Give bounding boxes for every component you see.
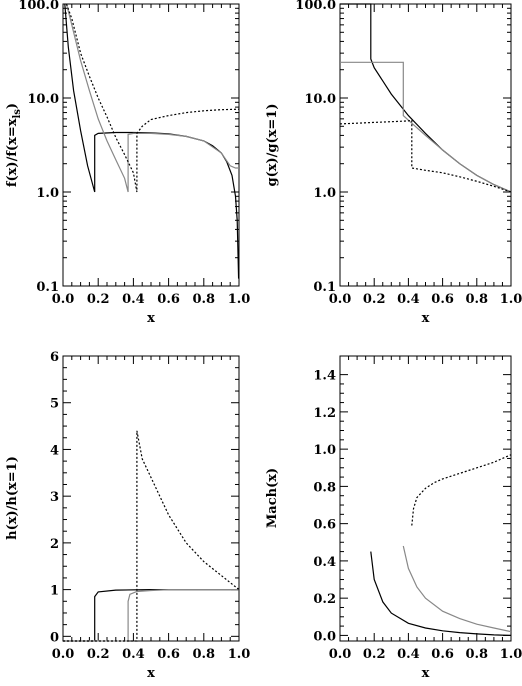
y-tick-label: 0.6 [313,518,336,533]
y-tick-label: 0.1 [313,280,336,295]
series-line-3 [411,454,512,526]
y-tick-label: 3 [50,490,59,505]
series-line-1 [63,589,239,642]
x-tick-label: 0.8 [465,292,488,307]
y-tick-label: 0.1 [36,280,59,295]
x-axis-label: x [422,311,430,326]
series-line-2 [63,589,239,642]
x-tick-label: 0.2 [87,292,110,307]
x-tick-label: 0.0 [52,292,75,307]
series-line-1 [370,551,512,636]
series-line-1 [64,3,240,279]
x-tick-label: 0.6 [431,647,454,662]
y-tick-label: 0.8 [313,480,336,495]
x-tick-label: 0.6 [157,647,180,662]
x-tick-label: 0.0 [52,647,75,662]
y-tick-label: 1.0 [313,443,336,458]
y-tick-label: 100.0 [295,0,336,13]
panel-1: 0.0 0.2 0.4 0.6 0.8 1.0 0.1 1.0 10.0 100.0 x f(x)/f… [5,0,250,326]
x-tick-label: 0.2 [363,647,386,662]
x-tick-label: 0.8 [192,647,215,662]
x-tick-label: 0.6 [157,292,180,307]
y-tick-label: 1.2 [313,406,336,421]
series-line-2 [65,3,239,193]
y-tick-label: 0.4 [313,555,336,570]
x-tick-label: 0.2 [363,292,386,307]
y-tick-label: 6 [50,350,59,365]
series-line-1 [340,3,512,193]
panel-3: 0.0 0.2 0.4 0.6 0.8 1.0 0 1 2 3 4 5 6 x h(x)/h(x=1) [5,350,250,681]
x-tick-label: 0.8 [192,292,215,307]
x-tick-label: 1.0 [500,647,522,662]
y-tick-label: 10.0 [27,92,59,107]
x-tick-label: 0.0 [329,292,352,307]
series-line-2 [402,545,512,633]
series-line-2 [340,61,512,193]
x-tick-label: 1.0 [228,647,251,662]
y-axis-label: h(x)/h(x=1) [5,456,20,540]
y-tick-label: 100.0 [18,0,59,13]
y-tick-label: 2 [50,537,59,552]
panel-4: 0.0 0.2 0.4 0.6 0.8 1.0 0.0 0.2 0.4 0.6 0.8 1.0 1.2 1… [265,355,522,681]
series-line-3 [339,119,512,193]
y-tick-label: 1.0 [36,186,59,201]
y-tick-label: 1.0 [313,186,336,201]
x-tick-label: 0.4 [122,647,145,662]
x-tick-label: 0.8 [465,647,488,662]
x-tick-label: 0.4 [122,292,145,307]
x-tick-label: 0.6 [431,292,454,307]
x-tick-label: 0.0 [329,647,352,662]
x-axis-label: x [147,311,155,326]
x-axis-label: x [422,666,430,681]
y-tick-label: 10.0 [304,92,336,107]
y-tick-label: 0.0 [313,629,336,644]
series-line-3 [65,3,240,193]
x-tick-label: 1.0 [228,292,251,307]
x-tick-label: 0.2 [87,647,110,662]
panel-2: 0.0 0.2 0.4 0.6 0.8 1.0 0.1 1.0 10.0 100.0 x g(x)/g… [265,0,522,326]
y-tick-label: 0 [50,630,59,645]
plot-frame [62,355,240,642]
plot-frame [62,3,240,287]
y-axis-label: f(x)/f(x=xls) [5,103,23,187]
y-tick-label: 0.2 [313,592,336,607]
y-axis-label: g(x)/g(x=1) [265,104,280,187]
x-tick-label: 0.4 [397,647,420,662]
plot-frame [339,3,512,287]
y-tick-label: 4 [50,443,59,458]
x-tick-label: 1.0 [500,292,522,307]
y-tick-label: 1.4 [313,369,336,384]
x-axis-label: x [147,666,155,681]
series-line-3 [63,430,240,642]
y-tick-label: 1 [50,584,59,599]
y-axis-label: Mach(x) [265,468,280,528]
y-tick-label: 5 [50,397,59,412]
x-tick-label: 0.4 [397,292,420,307]
